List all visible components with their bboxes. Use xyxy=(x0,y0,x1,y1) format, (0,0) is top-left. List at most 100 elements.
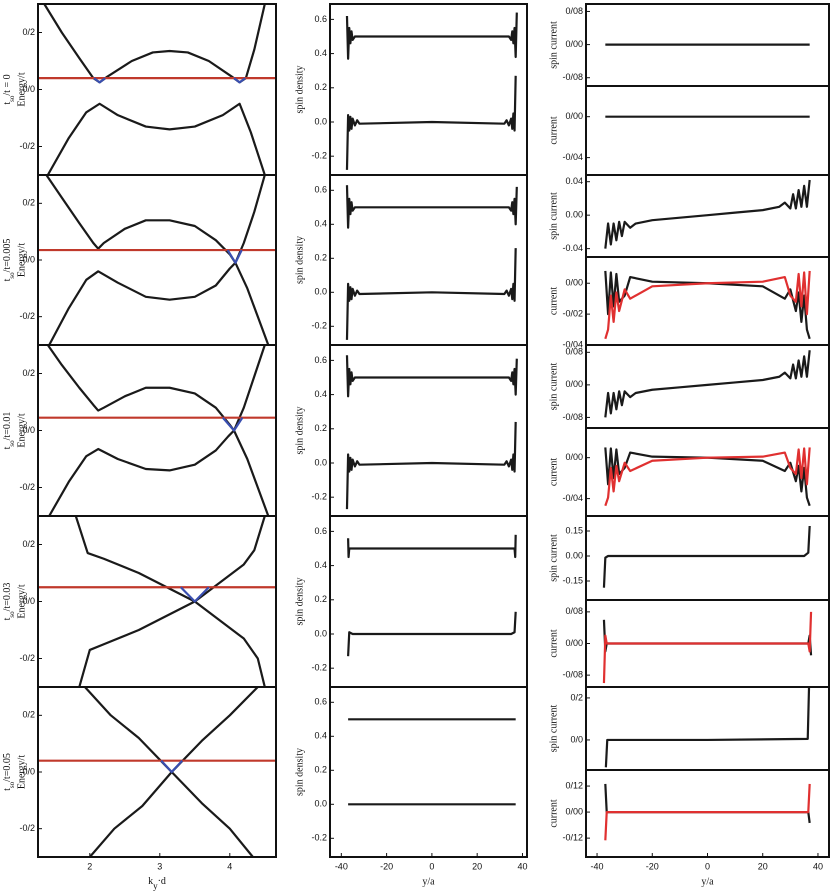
y-axis-label: spin density xyxy=(294,65,305,113)
x-tick-label: 40 xyxy=(813,861,823,871)
data-line xyxy=(345,12,518,60)
y-tick-label: 0/2 xyxy=(570,692,583,702)
data-line xyxy=(347,534,517,559)
data-line xyxy=(180,586,210,603)
row-label-part: /t = 0 xyxy=(2,74,13,95)
row-label-part: /t=0.005 xyxy=(2,239,13,273)
y-axis-label: Energy/t xyxy=(16,584,27,618)
y-axis-label: spin density xyxy=(294,406,305,454)
y-tick-label: 0/08 xyxy=(565,347,583,357)
x-axis-label: y/a xyxy=(422,876,435,887)
row-label-part: t xyxy=(2,278,13,281)
y-axis-label: Energy/t xyxy=(16,755,27,789)
y-tick-label: 0/08 xyxy=(565,6,583,16)
plot-frame xyxy=(585,769,830,858)
data-line xyxy=(226,249,243,264)
y-tick-label: 0/00 xyxy=(565,278,583,288)
data-line xyxy=(345,248,517,340)
y-tick-label: -0/2 xyxy=(19,653,35,663)
y-tick-label: 0/0 xyxy=(22,84,35,94)
panel: 0.6 0.4 0.2 0.0 -0.2 spin density xyxy=(294,344,528,517)
y-tick-label: 0.0 xyxy=(314,799,327,809)
row-label: tso/t=0.005 xyxy=(2,239,15,282)
y-tick-label: 0/00 xyxy=(565,39,583,49)
x-tick-label: 0 xyxy=(705,861,710,871)
y-tick-label: -0.2 xyxy=(311,151,327,161)
plot-frame xyxy=(329,515,528,688)
x-tick-label: 20 xyxy=(758,861,768,871)
y-tick-label: 0/2 xyxy=(22,368,35,378)
plot-frame xyxy=(329,174,528,346)
y-tick-label: 0.04 xyxy=(565,176,583,186)
y-tick-label: 0/0 xyxy=(22,596,35,606)
y-tick-label: -0/08 xyxy=(562,72,583,82)
row-label: tso/t = 0 xyxy=(2,74,15,104)
y-axis-label: spin current xyxy=(548,363,559,411)
data-line xyxy=(48,429,270,516)
panel: 0.6 0.4 0.2 0.0 -0.2 spin density xyxy=(294,515,528,688)
y-tick-label: 0.0 xyxy=(314,457,327,467)
y-axis-label: Energy/t xyxy=(16,413,27,447)
data-line xyxy=(84,687,254,857)
y-tick-label: 0.4 xyxy=(314,389,327,399)
data-line xyxy=(347,611,517,657)
data-line xyxy=(46,345,266,432)
data-line xyxy=(345,421,517,510)
x-tick-label: 3 xyxy=(157,861,162,871)
data-line xyxy=(604,687,811,768)
y-tick-label: 0/0 xyxy=(22,766,35,776)
data-line xyxy=(43,4,266,84)
y-tick-label: 0/00 xyxy=(565,452,583,462)
data-line xyxy=(604,179,811,249)
row-label-part: t xyxy=(2,446,13,449)
y-tick-label: 0/00 xyxy=(565,806,583,816)
y-tick-label: 0/08 xyxy=(565,606,583,616)
y-axis-label: current xyxy=(548,458,559,487)
y-tick-label: 0/12 xyxy=(565,780,583,790)
row-label: tso/t=0.01 xyxy=(2,412,15,450)
x-tick-label: 20 xyxy=(472,861,482,871)
plot-frame xyxy=(329,686,528,858)
y-tick-label: 0.0 xyxy=(314,628,327,638)
y-tick-label: 0.4 xyxy=(314,560,327,570)
row-label-part: so xyxy=(8,611,16,618)
plot-frame xyxy=(37,174,277,346)
data-line xyxy=(93,77,246,84)
x-tick-label: -20 xyxy=(380,861,393,871)
y-tick-label: 0/0 xyxy=(22,254,35,264)
y-tick-label: 0.6 xyxy=(314,185,327,195)
y-tick-label: 0.4 xyxy=(314,48,327,58)
y-axis-label: current xyxy=(548,629,559,658)
plot-frame xyxy=(37,3,277,176)
data-line xyxy=(78,516,266,687)
plot-frame xyxy=(585,515,830,601)
x-tick-label: -20 xyxy=(646,861,659,871)
y-tick-label: -0/2 xyxy=(19,141,35,151)
data-line xyxy=(74,516,266,687)
y-tick-label: -0.2 xyxy=(311,833,327,843)
y-tick-label: 0.00 xyxy=(565,550,583,560)
row-label-part: /t=0.01 xyxy=(2,412,13,441)
x-tick-label: 40 xyxy=(517,861,527,871)
x-tick-label: -40 xyxy=(335,861,348,871)
data-line xyxy=(345,75,517,170)
y-tick-label: -0.15 xyxy=(562,575,583,585)
y-axis-label: spin density xyxy=(294,748,305,796)
y-tick-label: 0/00 xyxy=(565,379,583,389)
y-tick-label: 0/2 xyxy=(22,710,35,720)
row-label-part: so xyxy=(8,781,16,788)
data-line xyxy=(604,447,811,507)
row-label-part: /t=0.03 xyxy=(2,583,13,612)
data-line xyxy=(48,261,270,345)
y-tick-label: -0/04 xyxy=(562,152,583,162)
y-axis-label: spin current xyxy=(548,705,559,753)
